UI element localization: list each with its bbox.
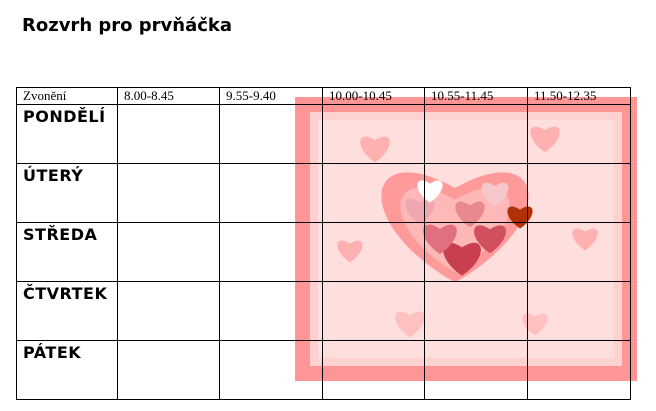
lesson-cell [322,104,425,164]
lesson-cell [424,104,528,164]
column-header: 9.55-9.40 [219,87,323,105]
day-row: PÁTEK [16,340,631,400]
column-header: Zvonění [16,87,118,105]
lesson-cell [322,163,425,223]
lesson-cell [219,340,323,400]
lesson-cell [219,222,323,282]
lesson-cell [527,222,631,282]
column-header: 10.00-10.45 [322,87,425,105]
lesson-cell [322,222,425,282]
column-header: 10.55-11.45 [424,87,528,105]
day-row: PONDĚLÍ [16,104,631,164]
header-row: Zvonění 8.00-8.45 9.55-9.40 10.00-10.45 10.5… [16,87,631,105]
lesson-cell [322,340,425,400]
lesson-cell [117,340,220,400]
lesson-cell [527,281,631,341]
lesson-cell [219,281,323,341]
lesson-cell [527,340,631,400]
day-label: PONDĚLÍ [16,104,118,164]
column-header: 8.00-8.45 [117,87,220,105]
day-row: ČTVRTEK [16,281,631,341]
lesson-cell [117,104,220,164]
day-label: ÚTERÝ [16,163,118,223]
schedule-table: Zvonění 8.00-8.45 9.55-9.40 10.00-10.45 10.5… [16,87,631,400]
lesson-cell [322,281,425,341]
lesson-cell [424,281,528,341]
day-label: STŘEDA [16,222,118,282]
column-header: 11.50-12.35 [527,87,631,105]
day-row: STŘEDA [16,222,631,282]
lesson-cell [117,163,220,223]
lesson-cell [219,104,323,164]
lesson-cell [117,281,220,341]
lesson-cell [527,104,631,164]
lesson-cell [219,163,323,223]
lesson-cell [424,340,528,400]
title: Rozvrh pro prvňáčka [22,15,233,36]
day-row: ÚTERÝ [16,163,631,223]
lesson-cell [117,222,220,282]
lesson-cell [527,163,631,223]
lesson-cell [424,163,528,223]
lesson-cell [424,222,528,282]
day-label: ČTVRTEK [16,281,118,341]
day-label: PÁTEK [16,340,118,400]
